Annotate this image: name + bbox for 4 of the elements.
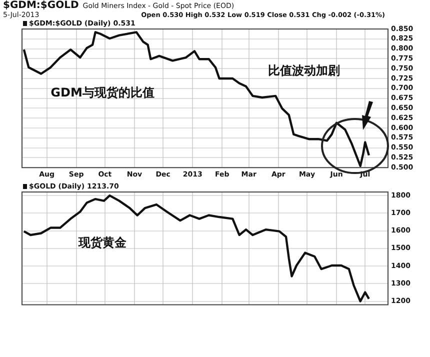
annotation: GDM与现货的比值 — [50, 84, 154, 102]
chart-title: $GDM:$GOLD — [3, 0, 79, 11]
annotation: 现货黄金 — [78, 234, 127, 252]
annotation: 比值波动加剧 — [268, 62, 340, 80]
